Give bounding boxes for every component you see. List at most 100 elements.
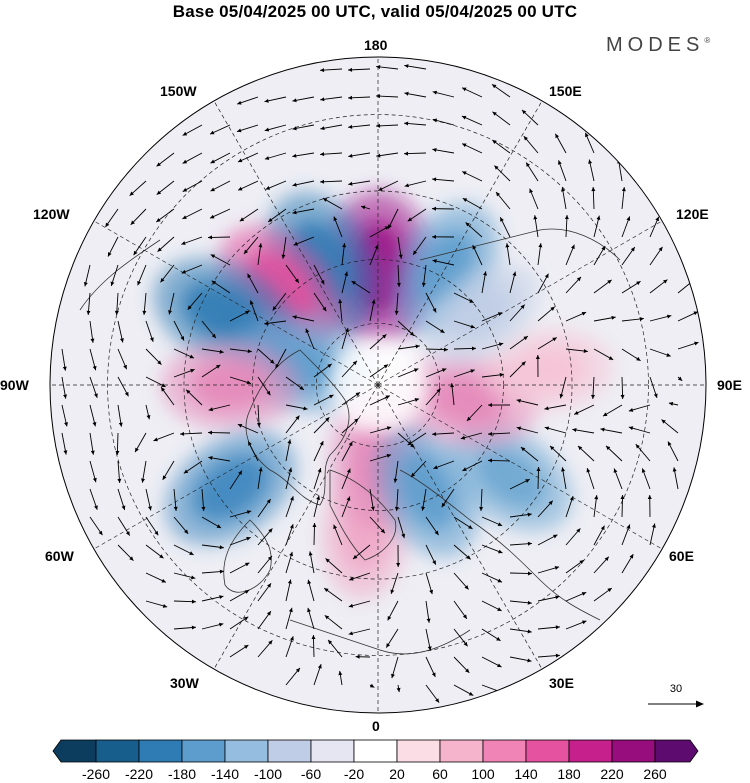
wind-arrow	[257, 528, 273, 546]
wind-arrow	[397, 320, 415, 337]
wind-arrow	[586, 467, 595, 490]
wind-arrow	[369, 683, 375, 688]
wind-arrow	[620, 494, 625, 518]
colorbar-tick-label: 260	[643, 766, 667, 782]
wind-arrow	[352, 544, 371, 560]
meridian	[377, 220, 663, 386]
colorbar-tick-label: -140	[210, 766, 240, 782]
wind-arrow	[209, 124, 231, 135]
wind-arrow	[257, 640, 273, 658]
wind-arrow	[369, 244, 379, 266]
wind-arrow	[509, 600, 532, 605]
wind-arrow	[544, 404, 567, 411]
wind-arrow	[313, 467, 322, 490]
wind-arrow	[341, 392, 361, 406]
wind-arrow	[453, 346, 477, 351]
lon-label-90w: 90W	[0, 377, 29, 393]
wind-arrow	[425, 516, 439, 536]
wind-arrow	[453, 320, 476, 329]
wind-arrow	[635, 443, 651, 462]
colorbar-tick-label: 220	[600, 766, 624, 782]
wind-arrow	[237, 96, 259, 105]
wind-arrow	[173, 368, 195, 378]
wind-arrow	[649, 314, 672, 322]
wind-arrow	[229, 470, 243, 490]
wind-arrow	[649, 246, 663, 266]
wind-arrow	[509, 571, 533, 576]
meridian	[93, 220, 379, 386]
wind-arrow	[201, 516, 222, 529]
wind-arrow	[341, 418, 359, 434]
wind-arrow	[319, 179, 343, 184]
wind-arrow	[285, 524, 294, 546]
wind-arrow	[320, 124, 343, 131]
wind-arrow	[396, 544, 401, 568]
map-title: Base 05/04/2025 00 UTC, valid 05/04/2025…	[172, 2, 578, 21]
wind-arrow	[115, 432, 120, 456]
wind-arrow	[229, 376, 252, 385]
wind-arrow	[325, 558, 343, 574]
wind-arrow	[621, 246, 636, 266]
wind-arrow	[628, 426, 651, 434]
wind-arrow	[117, 488, 126, 511]
colorbar-tick-label: -20	[343, 766, 365, 782]
colorbar-tick-label: 20	[389, 766, 405, 782]
wind-arrow	[649, 348, 671, 357]
wind-arrow	[407, 432, 427, 446]
wind-arrow	[89, 348, 97, 371]
wind-arrow	[153, 432, 175, 442]
wind-arrow	[162, 460, 175, 481]
wind-arrow	[621, 280, 641, 294]
wind-arrow	[641, 468, 651, 490]
wind-arrow	[369, 364, 389, 378]
wind-arrow	[393, 460, 399, 483]
wind-arrow	[285, 579, 292, 602]
wind-arrow	[432, 148, 455, 154]
wind-arrow	[509, 335, 529, 350]
wind-arrow	[312, 522, 317, 546]
wind-arrow	[307, 607, 315, 630]
wind-vectors	[61, 64, 699, 703]
wind-arrow	[237, 152, 259, 163]
wind-arrow	[185, 389, 203, 406]
wind-arrow	[537, 534, 558, 546]
wind-arrow	[323, 587, 343, 602]
wind-arrow	[605, 445, 623, 462]
lon-label-120w: 120W	[33, 206, 70, 222]
wind-arrow	[141, 460, 147, 483]
wind-arrow	[537, 337, 557, 350]
wind-arrow	[229, 348, 252, 354]
wind-arrow	[293, 236, 315, 246]
wind-arrow	[461, 171, 483, 182]
wind-arrow	[369, 225, 390, 238]
wind-arrow	[182, 180, 203, 192]
registered-mark: ®	[704, 36, 711, 45]
wind-arrow	[410, 460, 427, 478]
wind-arrow	[320, 96, 343, 102]
wind-arrow	[425, 292, 437, 313]
wind-arrow	[558, 160, 567, 182]
wind-arrow	[432, 177, 455, 182]
wind-arrow	[509, 478, 530, 490]
graticule	[50, 57, 706, 713]
wind-arrow	[145, 544, 164, 559]
wind-arrow	[180, 431, 203, 436]
wind-arrow	[173, 348, 195, 359]
wind-arrow	[425, 368, 447, 378]
wind-arrow	[462, 197, 483, 210]
wind-arrow	[117, 404, 123, 427]
wind-arrow	[313, 394, 334, 406]
wind-arrow	[537, 653, 560, 658]
colorbar-tick-label: 180	[557, 766, 581, 782]
wind-arrow	[537, 625, 560, 630]
wind-arrow	[404, 91, 427, 98]
wind-arrow	[495, 191, 511, 210]
logo-text: MODES	[606, 34, 705, 56]
wind-arrow	[229, 510, 252, 518]
wind-arrow	[182, 208, 203, 220]
wind-arrow	[649, 523, 656, 546]
wind-arrow	[481, 544, 503, 554]
wind-arrow	[313, 264, 325, 285]
wind-arrow	[173, 625, 196, 630]
wind-arrow	[313, 363, 332, 378]
